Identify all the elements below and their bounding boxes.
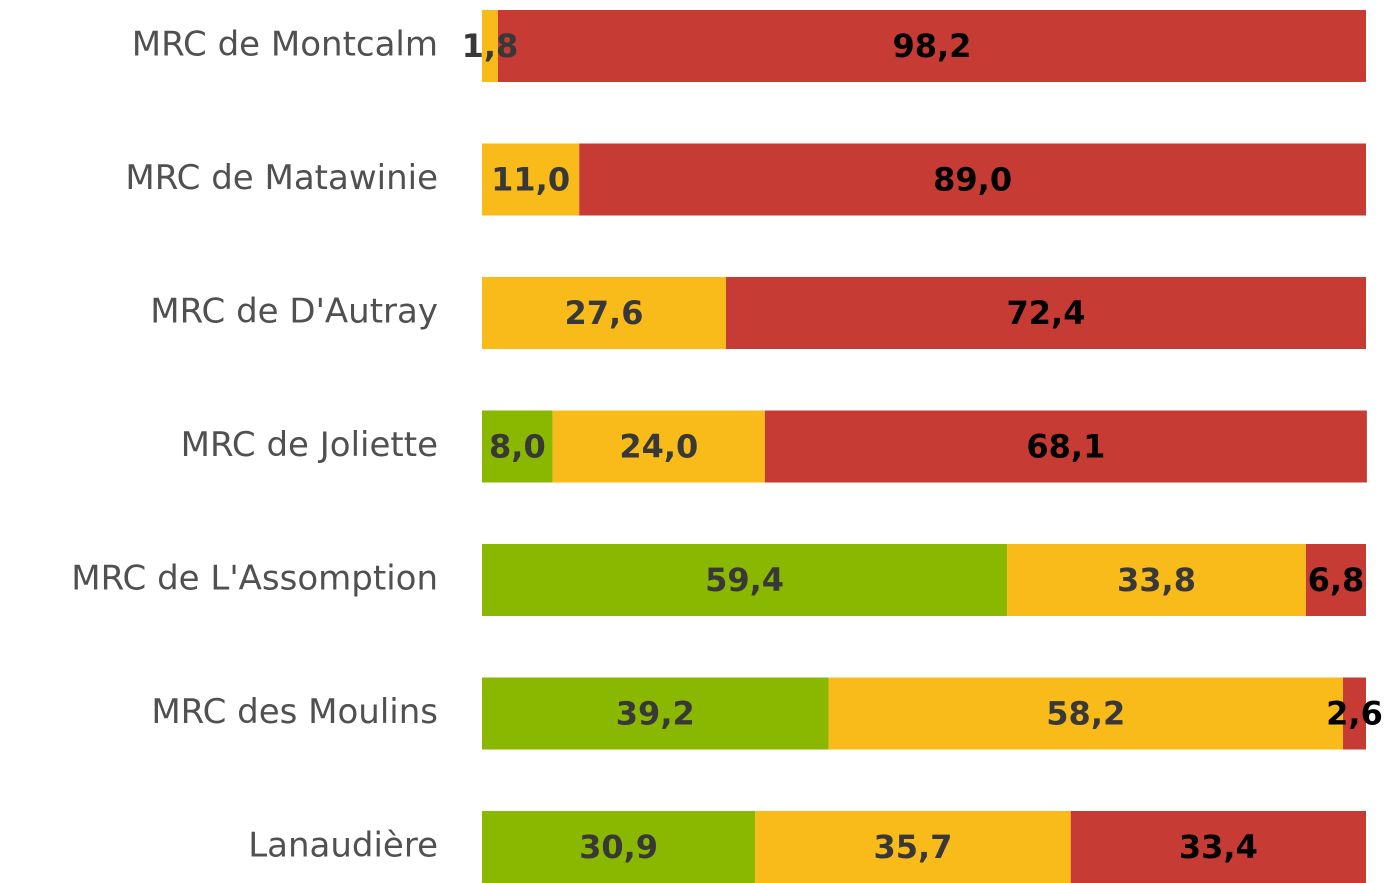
data-label: 8,0: [489, 428, 546, 466]
data-label: 39,2: [616, 695, 695, 733]
data-label: 72,4: [1007, 294, 1086, 332]
bar-segment: [482, 143, 580, 216]
data-label: 24,0: [619, 428, 698, 466]
bar-segment: [552, 410, 765, 483]
bar-segment: [482, 277, 726, 349]
data-label: 35,7: [873, 828, 952, 866]
bar-segment: [497, 10, 1366, 82]
bar-segment: [482, 410, 553, 483]
bar-segment: [482, 10, 498, 82]
data-label: 27,6: [565, 294, 644, 332]
data-label: 68,1: [1026, 428, 1105, 466]
data-label: 1,8: [462, 27, 519, 65]
category-label: MRC des Moulins: [151, 692, 438, 732]
bar-segment: [1007, 544, 1306, 616]
data-label: 33,8: [1117, 561, 1196, 599]
data-label: 98,2: [892, 27, 971, 65]
data-label: 11,0: [491, 161, 570, 199]
bar-segment: [1343, 677, 1366, 750]
category-label: MRC de Matawinie: [125, 158, 438, 198]
bar-segment: [482, 544, 1008, 616]
data-label: 59,4: [705, 561, 784, 599]
bar-segment: [828, 677, 1344, 750]
data-label: 33,4: [1179, 828, 1258, 866]
data-label: 58,2: [1046, 695, 1125, 733]
data-label: 89,0: [933, 161, 1012, 199]
category-label: MRC de Montcalm: [132, 25, 438, 65]
bar-segment: [1070, 811, 1366, 883]
bar-segment: [725, 277, 1366, 349]
bar-segment: [482, 811, 756, 883]
data-label: 6,8: [1308, 561, 1365, 599]
data-label: 30,9: [579, 828, 658, 866]
bar-segment: [755, 811, 1071, 883]
category-label: MRC de L'Assomption: [71, 559, 438, 599]
bar-segment: [1305, 544, 1366, 616]
bar-segment: [764, 410, 1367, 483]
category-label: Lanaudière: [248, 826, 438, 866]
category-label: MRC de D'Autray: [150, 292, 438, 332]
data-label: 2,6: [1326, 695, 1383, 733]
bar-segment: [579, 143, 1366, 216]
category-label: MRC de Joliette: [181, 425, 438, 465]
bar-segment: [482, 677, 829, 750]
